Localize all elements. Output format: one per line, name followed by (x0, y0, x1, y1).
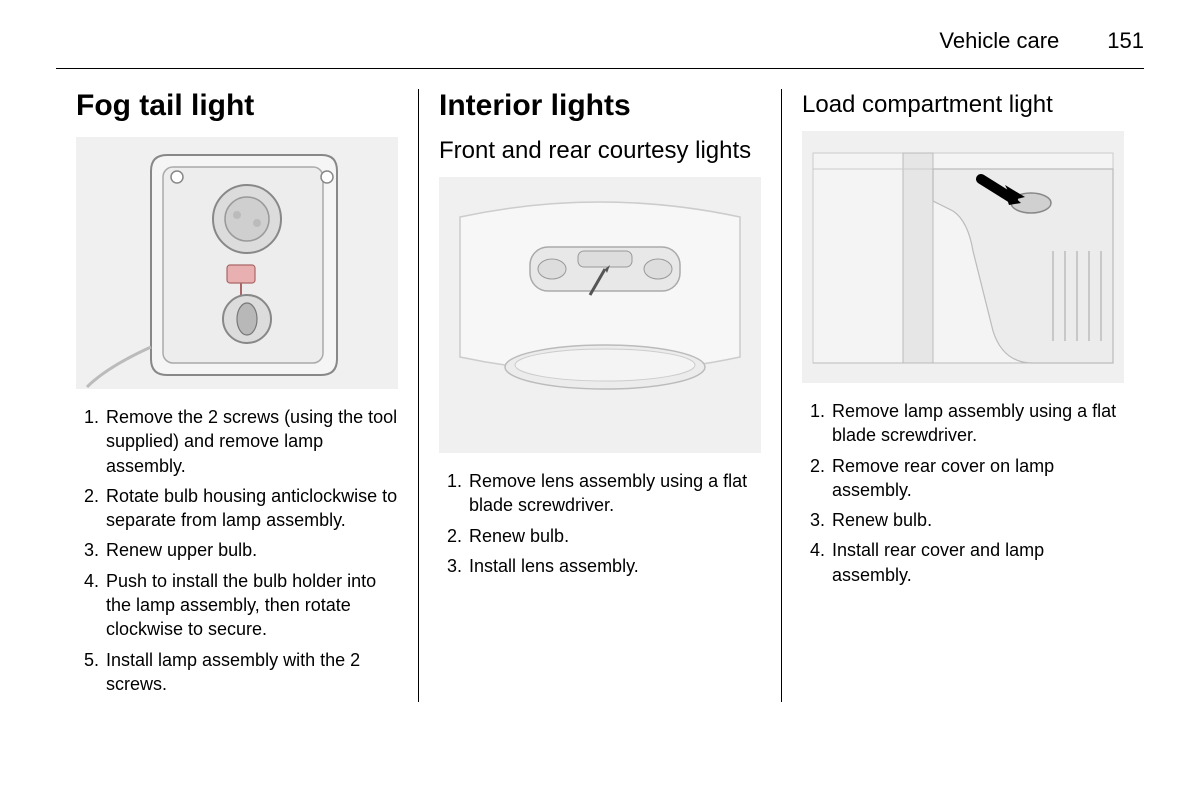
figure-courtesy-lights (439, 177, 761, 453)
steps-load-compartment: Remove lamp assembly using a flat blade … (802, 399, 1124, 587)
heading-fog-tail-light: Fog tail light (76, 89, 398, 123)
list-item: Install lamp assembly with the 2 screws. (104, 648, 398, 697)
list-item: Push to install the bulb holder into the… (104, 569, 398, 642)
page-number: 151 (1107, 28, 1144, 54)
list-item: Renew upper bulb. (104, 538, 398, 562)
heading-interior-lights: Interior lights (439, 89, 761, 123)
list-item: Install rear cover and lamp assembly. (830, 538, 1124, 587)
column-interior-lights: Interior lights Front and rear courtesy … (418, 89, 782, 702)
list-item: Renew bulb. (467, 524, 761, 548)
list-item: Remove the 2 screws (using the tool supp… (104, 405, 398, 478)
subheading-courtesy-lights: Front and rear courtesy lights (439, 137, 761, 165)
list-item: Install lens assembly. (467, 554, 761, 578)
figure-load-compartment (802, 131, 1124, 383)
figure-fog-tail-light (76, 137, 398, 389)
steps-courtesy-lights: Remove lens assembly using a flat blade … (439, 469, 761, 578)
chapter-title: Vehicle care (939, 28, 1059, 54)
heading-load-compartment: Load compartment light (802, 91, 1124, 119)
page-header: Vehicle care 151 (56, 28, 1144, 69)
list-item: Renew bulb. (830, 508, 1124, 532)
list-item: Remove lamp assembly using a flat blade … (830, 399, 1124, 448)
list-item: Remove rear cover on lamp assembly. (830, 454, 1124, 503)
column-fog-tail-light: Fog tail light Remove the 2 screws (usi (56, 89, 418, 702)
column-load-compartment: Load compartment light (782, 89, 1144, 702)
content-columns: Fog tail light Remove the 2 screws (usi (56, 89, 1144, 702)
steps-fog-tail-light: Remove the 2 screws (using the tool supp… (76, 405, 398, 696)
list-item: Remove lens assembly using a flat blade … (467, 469, 761, 518)
list-item: Rotate bulb housing anticlockwise to sep… (104, 484, 398, 533)
